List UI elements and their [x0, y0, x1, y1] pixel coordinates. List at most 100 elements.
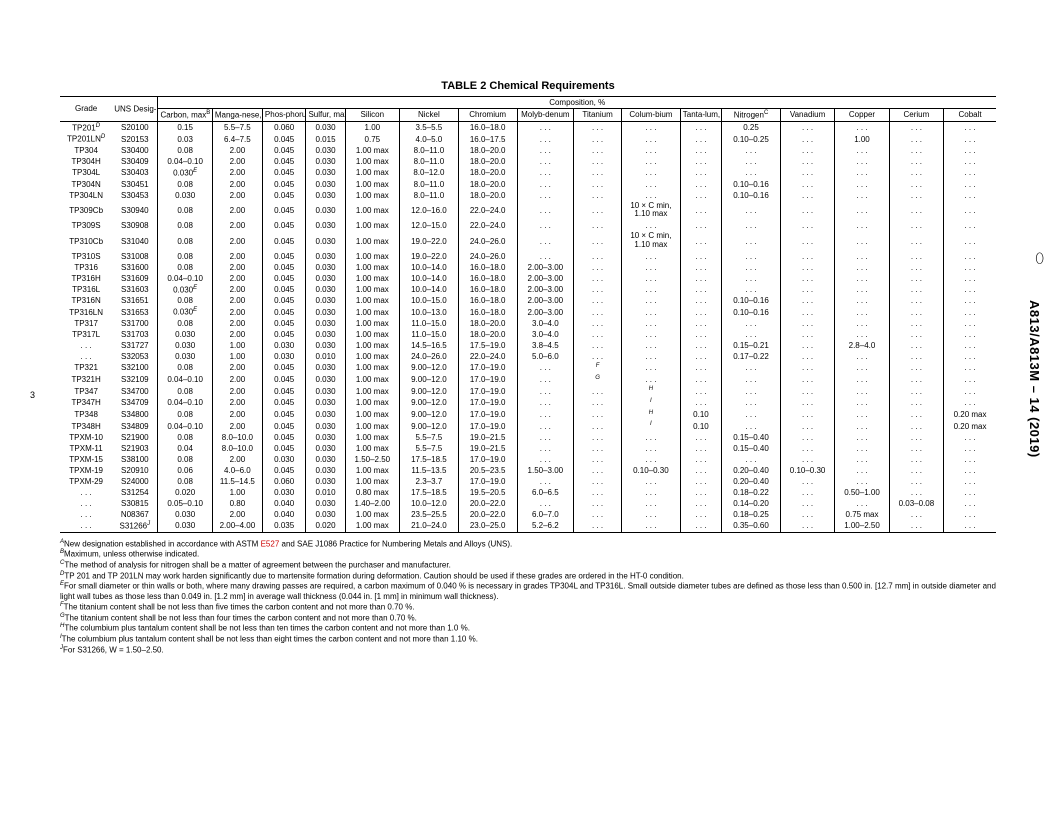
table-cell: 10.0–12.0 — [400, 498, 459, 509]
table-row: TPXM-10S219000.088.0–10.00.0450.0301.00 … — [60, 432, 996, 443]
table-cell: TP304N — [60, 179, 112, 190]
table-cell: TPXM-11 — [60, 443, 112, 454]
table-cell: . . . — [574, 201, 622, 221]
table-cell: 0.030 — [158, 340, 212, 351]
table-cell: . . . — [889, 262, 943, 273]
table-cell: . . . — [944, 520, 996, 532]
table-cell: 1.00 — [345, 121, 399, 133]
table-cell: 4.0–5.0 — [400, 133, 459, 145]
table-cell: . . . — [889, 340, 943, 351]
table-cell: . . . — [517, 201, 574, 221]
table-cell: 0.045 — [262, 251, 306, 262]
table-cell: 0.045 — [262, 262, 306, 273]
table-cell: 16.0–18.0 — [458, 121, 517, 133]
table-cell: . . . — [944, 262, 996, 273]
table-cell: . . . — [680, 179, 721, 190]
table-cell: 0.045 — [262, 156, 306, 167]
table-cell: 0.06 — [158, 465, 212, 476]
table-cell: 0.045 — [262, 220, 306, 231]
table-cell: . . . — [944, 385, 996, 397]
astm-logo-icon: ⬯ — [1035, 250, 1044, 267]
table-cell: . . . — [780, 385, 834, 397]
table-title: TABLE 2 Chemical Requirements — [60, 80, 996, 92]
table-cell: . . . — [680, 351, 721, 362]
table-cell: TPXM-29 — [60, 476, 112, 487]
table-cell: . . . — [574, 133, 622, 145]
table-cell: 0.15 — [158, 121, 212, 133]
table-cell: . . . — [780, 432, 834, 443]
table-cell: . . . — [622, 251, 681, 262]
table-cell: 18.0–20.0 — [458, 167, 517, 179]
standard-designation: A813/A813M – 14 (2019) — [1027, 300, 1042, 458]
table-cell: 0.030 — [306, 262, 345, 273]
table-cell: 9.00–12.0 — [400, 374, 459, 386]
table-cell: 0.030 — [306, 362, 345, 374]
table-cell: . . . — [780, 273, 834, 284]
table-cell: 21.0–24.0 — [400, 520, 459, 532]
table-cell: . . . — [517, 190, 574, 201]
table-cell: 1.00 max — [345, 156, 399, 167]
table-cell: 0.045 — [262, 397, 306, 409]
table-cell: 0.03–0.08 — [889, 498, 943, 509]
col-cr: Chromium — [458, 109, 517, 122]
table-cell: 1.00 max — [345, 385, 399, 397]
table-cell: 0.045 — [262, 273, 306, 284]
table-cell: 1.00 max — [345, 179, 399, 190]
table-cell: 0.030 — [306, 465, 345, 476]
table-cell: . . . — [889, 397, 943, 409]
table-cell: TP347 — [60, 385, 112, 397]
table-cell: . . . — [889, 273, 943, 284]
table-cell: . . . — [574, 351, 622, 362]
table-cell: . . . — [60, 509, 112, 520]
table-cell: 1.00 max — [345, 409, 399, 421]
table-cell: TPXM-10 — [60, 432, 112, 443]
table-cell: 0.030 — [306, 432, 345, 443]
table-cell: . . . — [574, 167, 622, 179]
table-cell: . . . — [622, 295, 681, 306]
table-cell: 1.00 max — [345, 397, 399, 409]
table-cell: 0.030 — [262, 351, 306, 362]
table-cell: 4.0–6.0 — [212, 465, 262, 476]
table-cell: . . . — [722, 145, 781, 156]
table-cell: . . . — [780, 220, 834, 231]
table-cell: 8.0–11.0 — [400, 156, 459, 167]
table-row: TP316NS316510.082.000.0450.0301.00 max10… — [60, 295, 996, 306]
table-cell: 11.5–13.5 — [400, 465, 459, 476]
table-cell: 2.00–3.00 — [517, 306, 574, 318]
table-cell: . . . — [622, 262, 681, 273]
table-cell: . . . — [680, 329, 721, 340]
table-cell: . . . — [835, 306, 889, 318]
table-row: TP309SS309080.082.000.0450.0301.00 max12… — [60, 220, 996, 231]
table-cell: 0.030 — [306, 397, 345, 409]
table-cell: 1.00 — [212, 340, 262, 351]
table-cell: 0.045 — [262, 432, 306, 443]
table-cell: 2.00 — [212, 454, 262, 465]
table-cell: . . . — [517, 385, 574, 397]
table-cell: . . . — [944, 156, 996, 167]
table-cell: 2.00 — [212, 262, 262, 273]
table-cell: . . . — [780, 295, 834, 306]
footnote: GThe titanium content shall be not less … — [60, 613, 996, 624]
col-mn: Manga-nese, maxB — [212, 109, 262, 122]
table-cell: S34709 — [112, 397, 158, 409]
table-cell: 10 × C min, 1.10 max — [622, 201, 681, 221]
table-cell: 1.00 — [212, 351, 262, 362]
table-cell: . . . — [722, 231, 781, 251]
table-cell: . . . — [835, 167, 889, 179]
table-cell: . . . — [780, 351, 834, 362]
table-cell: 18.0–20.0 — [458, 329, 517, 340]
table-cell: . . . — [680, 340, 721, 351]
table-cell: . . . — [889, 318, 943, 329]
table-cell: TP304L — [60, 167, 112, 179]
table-cell: 9.00–12.0 — [400, 385, 459, 397]
table-cell: 0.10–0.25 — [722, 133, 781, 145]
table-row: TPXM-19S209100.064.0–6.00.0450.0301.00 m… — [60, 465, 996, 476]
table-cell: . . . — [780, 262, 834, 273]
table-cell: 2.00 — [212, 156, 262, 167]
footnote: EFor small diameter or thin walls or bot… — [60, 581, 996, 602]
table-cell: . . . — [944, 190, 996, 201]
table-cell: . . . — [517, 362, 574, 374]
table-cell: . . . — [517, 145, 574, 156]
table-cell: S31700 — [112, 318, 158, 329]
table-cell: . . . — [835, 432, 889, 443]
